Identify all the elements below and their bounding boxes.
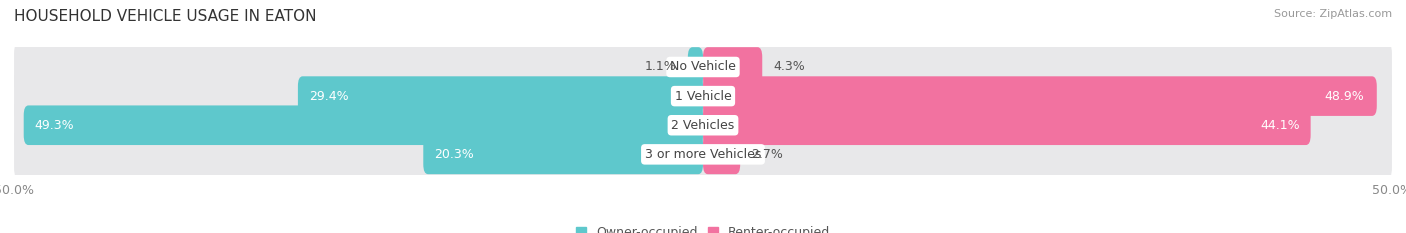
FancyBboxPatch shape (423, 135, 703, 174)
FancyBboxPatch shape (703, 47, 762, 87)
Text: 29.4%: 29.4% (309, 90, 349, 103)
FancyBboxPatch shape (703, 105, 1310, 145)
FancyBboxPatch shape (14, 41, 1392, 93)
Text: HOUSEHOLD VEHICLE USAGE IN EATON: HOUSEHOLD VEHICLE USAGE IN EATON (14, 9, 316, 24)
Text: 4.3%: 4.3% (773, 61, 806, 73)
FancyBboxPatch shape (298, 76, 703, 116)
Legend: Owner-occupied, Renter-occupied: Owner-occupied, Renter-occupied (576, 226, 830, 233)
FancyBboxPatch shape (14, 70, 1392, 122)
FancyBboxPatch shape (14, 99, 1392, 151)
FancyBboxPatch shape (24, 105, 703, 145)
Text: 44.1%: 44.1% (1260, 119, 1299, 132)
Text: 48.9%: 48.9% (1324, 90, 1364, 103)
Text: 3 or more Vehicles: 3 or more Vehicles (645, 148, 761, 161)
FancyBboxPatch shape (14, 128, 1392, 181)
FancyBboxPatch shape (703, 135, 740, 174)
Text: Source: ZipAtlas.com: Source: ZipAtlas.com (1274, 9, 1392, 19)
Text: 2.7%: 2.7% (751, 148, 783, 161)
Text: 2 Vehicles: 2 Vehicles (672, 119, 734, 132)
Text: 1 Vehicle: 1 Vehicle (675, 90, 731, 103)
Text: 1.1%: 1.1% (645, 61, 676, 73)
Text: No Vehicle: No Vehicle (671, 61, 735, 73)
FancyBboxPatch shape (703, 76, 1376, 116)
FancyBboxPatch shape (688, 47, 703, 87)
Text: 20.3%: 20.3% (434, 148, 474, 161)
Text: 49.3%: 49.3% (35, 119, 75, 132)
